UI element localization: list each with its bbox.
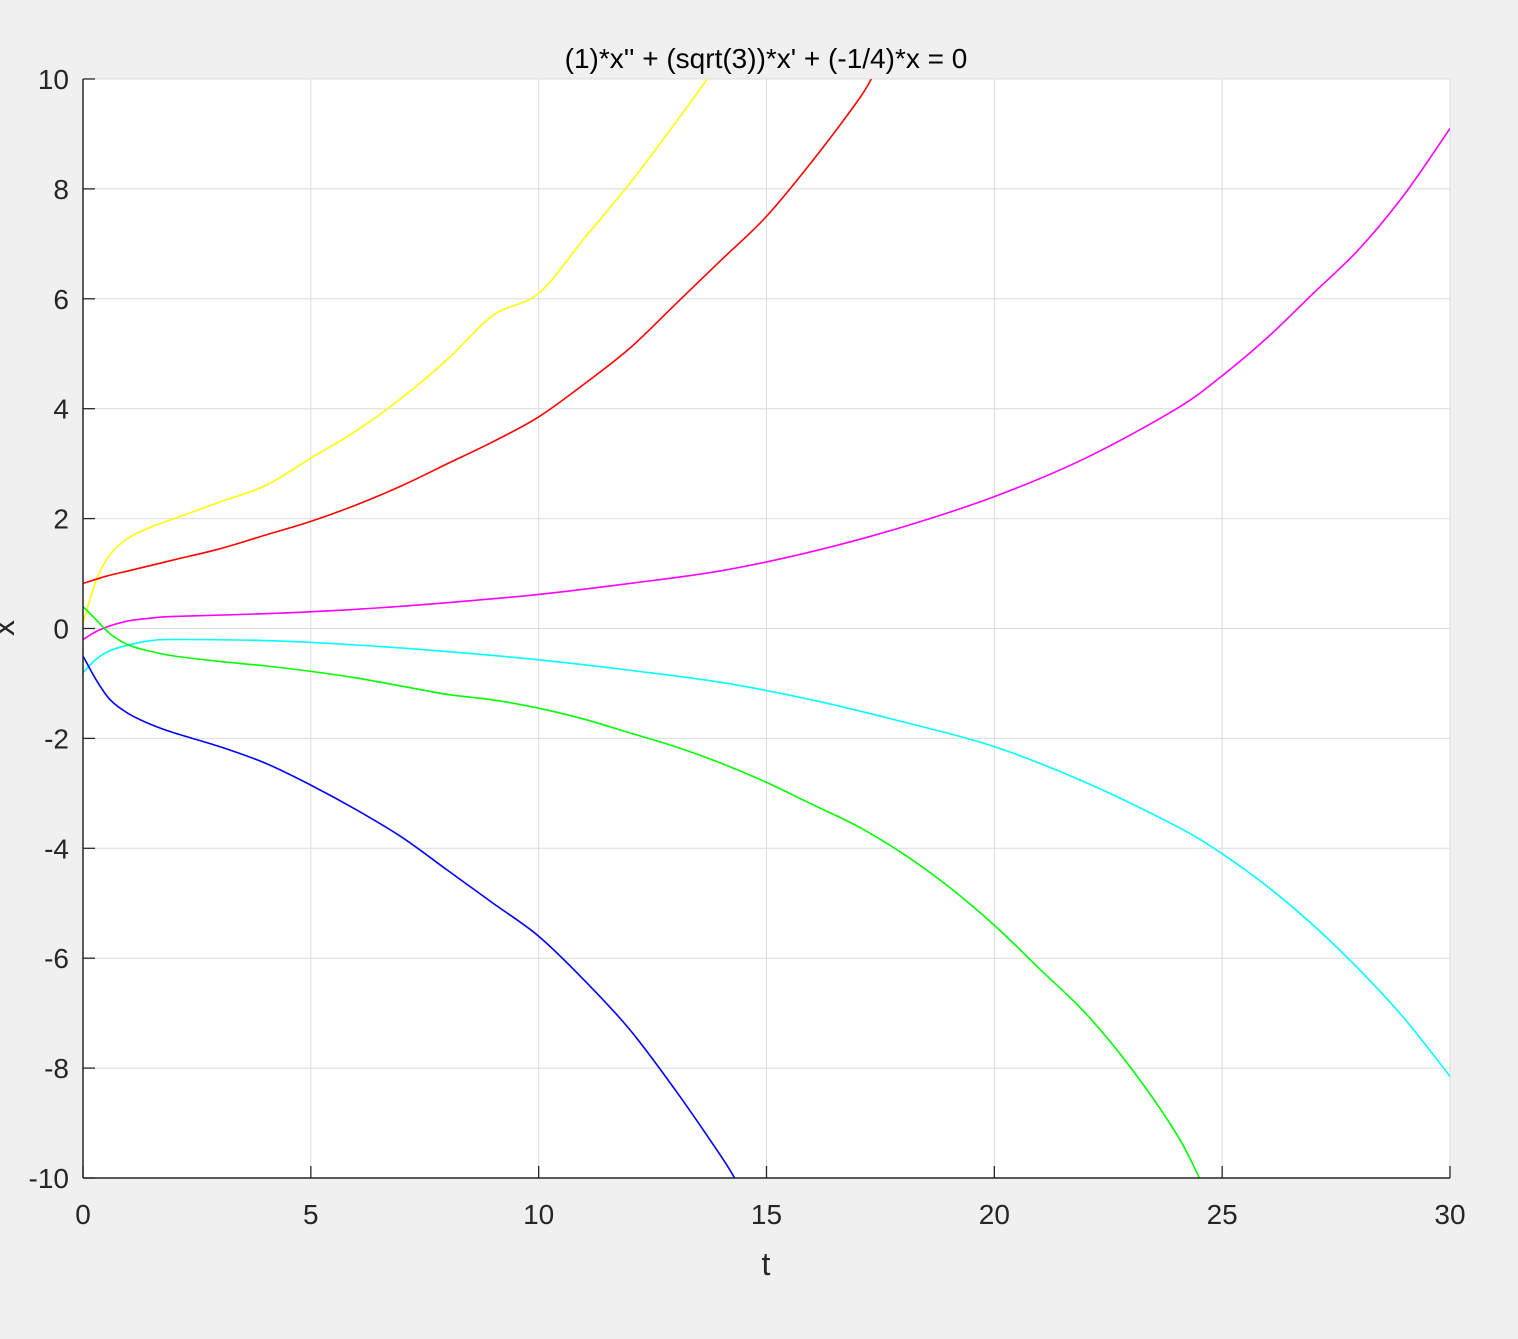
x-tick-label: 25 <box>1207 1199 1238 1230</box>
y-tick-label: 8 <box>53 174 69 205</box>
x-tick-label: 0 <box>75 1199 91 1230</box>
y-tick-label: -2 <box>44 723 69 754</box>
series-layer <box>83 79 1450 1178</box>
y-tick-label: 4 <box>53 394 69 425</box>
x-tick-label: 15 <box>751 1199 782 1230</box>
y-tick-label: 10 <box>38 64 69 95</box>
x-tick-label: 30 <box>1434 1199 1465 1230</box>
series-line-5 <box>83 605 1201 1178</box>
series-line-1 <box>83 79 708 624</box>
y-tick-label: 2 <box>53 504 69 535</box>
y-axis-label: x <box>0 620 21 636</box>
chart-title: (1)*x'' + (sqrt(3))*x' + (-1/4)*x = 0 <box>565 43 968 74</box>
y-tick-label: -10 <box>29 1163 69 1194</box>
y-tick-label: -8 <box>44 1053 69 1084</box>
x-tick-label: 10 <box>523 1199 554 1230</box>
series-line-2 <box>83 79 872 585</box>
series-line-4 <box>83 638 1450 1077</box>
y-tick-label: -6 <box>44 943 69 974</box>
y-tick-label: -4 <box>44 833 69 864</box>
y-tick-label: 0 <box>53 614 69 645</box>
x-tick-label: 5 <box>303 1199 319 1230</box>
tick-labels: 0 5 10 15 20 25 30 -10 -8 -6 -4 -2 0 2 4 6 8 10 <box>29 64 1466 1230</box>
axes <box>82 78 1451 1179</box>
x-tick-label: 20 <box>979 1199 1010 1230</box>
y-tick-label: 6 <box>53 284 69 315</box>
x-axis-label: t <box>762 1246 771 1282</box>
series-line-3 <box>83 128 1450 641</box>
series-line-6 <box>83 655 736 1178</box>
